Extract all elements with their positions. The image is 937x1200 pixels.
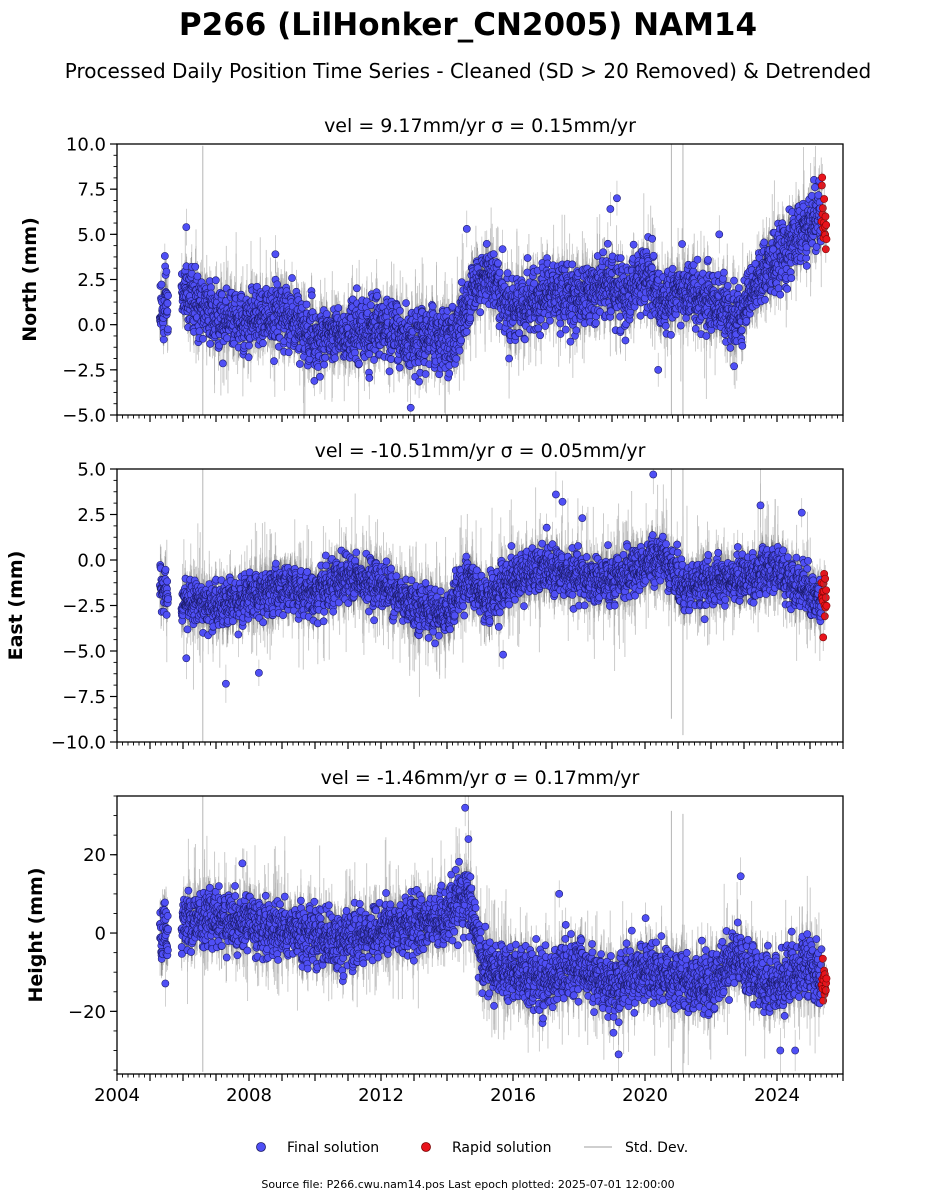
final-point [373, 291, 382, 300]
final-point [219, 359, 227, 368]
final-point [244, 353, 253, 362]
final-point [259, 339, 267, 348]
final-point [218, 290, 226, 299]
final-point [163, 299, 172, 308]
plot-area-1 [156, 144, 831, 415]
final-point [157, 280, 166, 289]
final-point [191, 262, 200, 271]
final-point [370, 355, 378, 364]
final-point [334, 304, 343, 312]
final-point [162, 267, 171, 276]
figure-subtitle: Processed Daily Position Time Series - C… [65, 59, 871, 83]
final-point [330, 354, 339, 362]
final-point [355, 359, 363, 368]
final-point [206, 339, 215, 348]
final-point [270, 357, 278, 366]
final-point [365, 374, 374, 382]
final-point [193, 272, 202, 281]
final-point [295, 360, 304, 368]
final-point [273, 280, 282, 289]
figure-title: P266 (LilHonker_CN2005) NAM14 [179, 7, 757, 43]
final-point [321, 353, 330, 362]
final-point [284, 348, 293, 357]
final-point [310, 377, 319, 385]
final-point [199, 334, 207, 343]
final-solution-points-1 [156, 176, 826, 412]
final-point [316, 372, 324, 381]
final-point [163, 307, 172, 316]
final-point [159, 335, 168, 344]
final-point [320, 360, 329, 369]
final-point [302, 300, 311, 309]
final-point [366, 301, 375, 310]
final-point [288, 274, 296, 282]
final-point [195, 327, 204, 336]
final-point [307, 291, 316, 300]
final-point [253, 282, 261, 291]
final-point [245, 341, 253, 350]
final-point [164, 325, 172, 334]
final-point [164, 291, 172, 300]
final-point [211, 276, 220, 285]
final-point [352, 284, 361, 293]
final-point [322, 310, 331, 318]
